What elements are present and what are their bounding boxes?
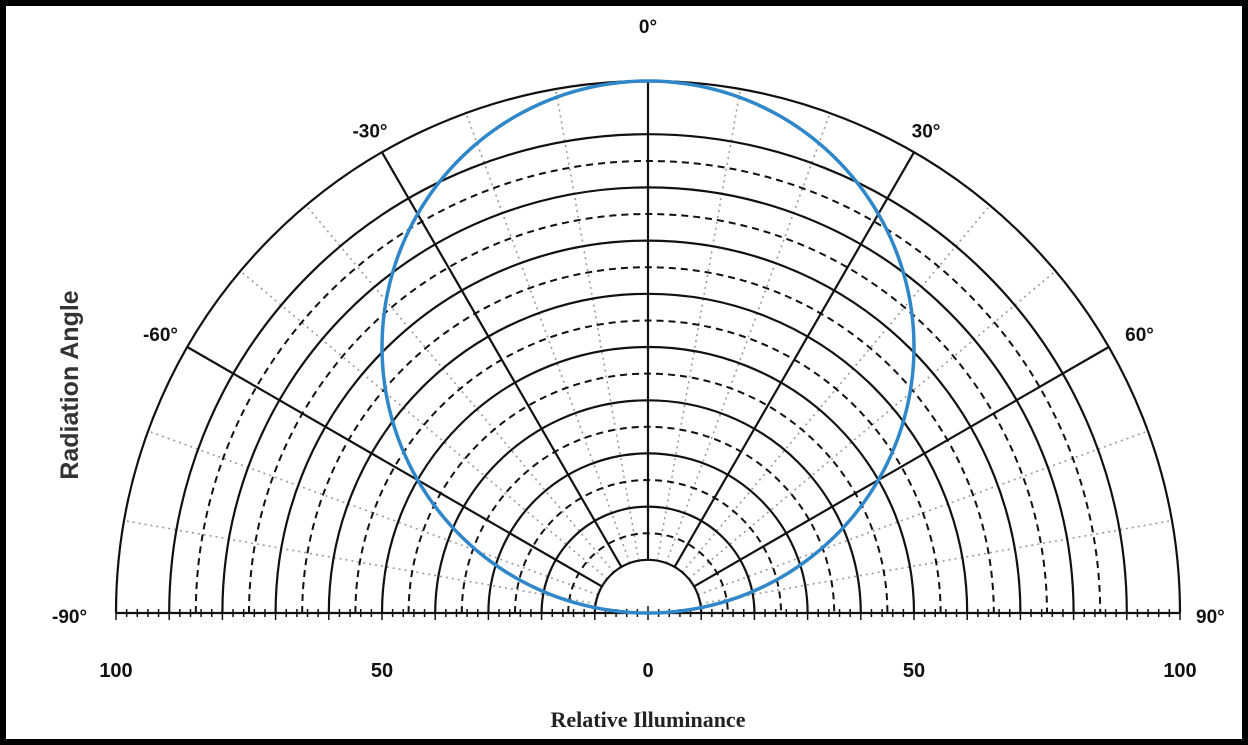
series-curve: [380, 79, 916, 615]
minor-spoke: [239, 270, 608, 580]
curve-layer: [380, 79, 916, 615]
minor-spoke: [697, 430, 1149, 596]
angle-label: 30°: [912, 121, 941, 142]
angle-label: 0°: [639, 17, 657, 38]
radial-tick-label: 0: [642, 660, 653, 682]
angle-label: -90°: [52, 607, 87, 628]
radial-tick-label: 50: [371, 660, 393, 682]
y-axis-title: Radiation Angle: [56, 290, 84, 479]
major-spoke: [673, 151, 915, 568]
x-axis-title: Relative Illuminance: [551, 707, 746, 732]
major-spoke: [186, 346, 603, 588]
label-layer: 100 50 0 50 100 -90° -60° -30° 0° 30° 60° 90°: [52, 17, 1225, 682]
angle-label: 90°: [1196, 607, 1225, 628]
angle-label: -30°: [352, 121, 387, 142]
major-spoke: [693, 346, 1110, 588]
angle-label: 60°: [1125, 325, 1154, 346]
radial-tick-label: 100: [1163, 660, 1196, 682]
minor-spoke: [123, 519, 596, 605]
minor-spoke: [147, 430, 599, 596]
minor-spoke: [700, 519, 1173, 605]
major-spoke: [381, 151, 623, 568]
radial-tick-label: 100: [99, 660, 132, 682]
minor-spoke: [305, 204, 615, 573]
radial-tick-label: 50: [903, 660, 925, 682]
angle-label: -60°: [143, 325, 178, 346]
